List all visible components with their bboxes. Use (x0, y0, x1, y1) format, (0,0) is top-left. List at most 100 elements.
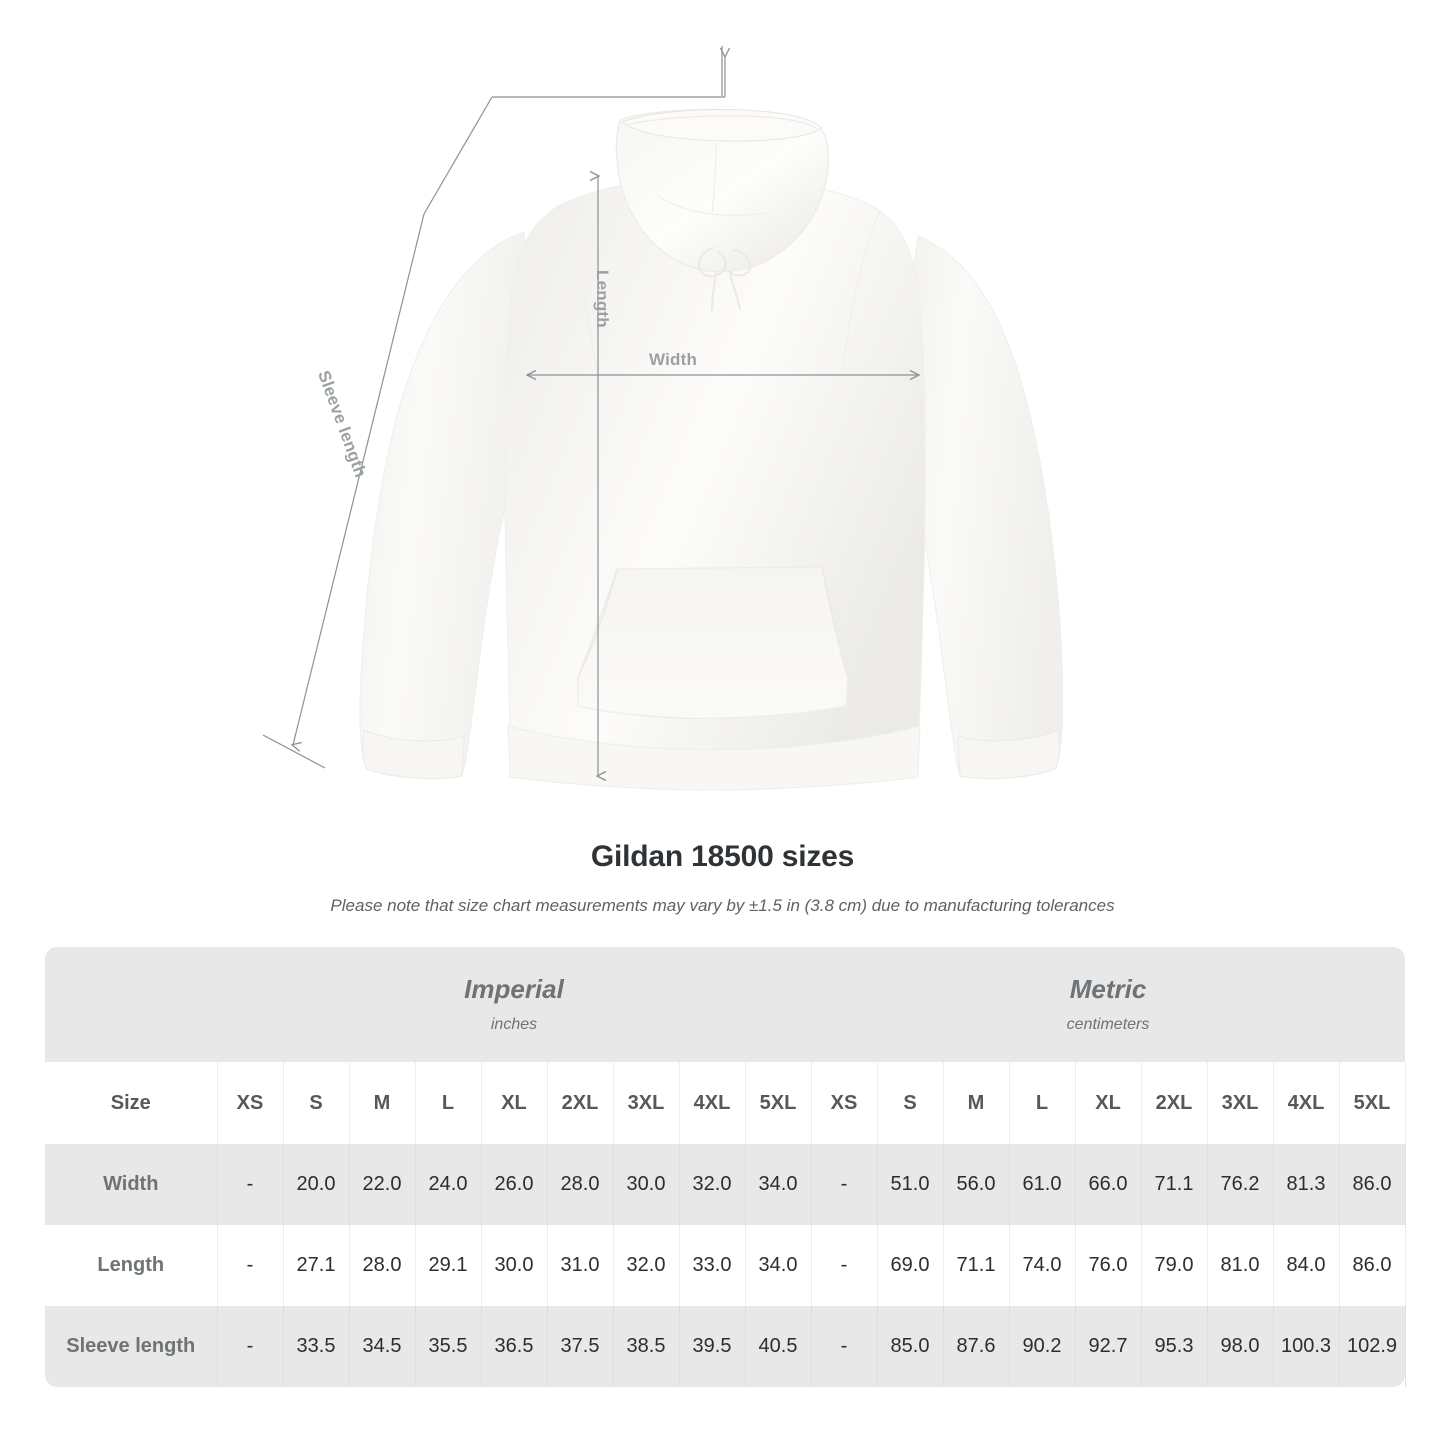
cell-sleeve-metric-l: 90.2 (1009, 1306, 1076, 1387)
page-title: Gildan 18500 sizes (590, 840, 855, 873)
unit-imperial-name: Imperial (464, 974, 564, 1005)
drawstring-tail-left (710, 270, 718, 312)
cell-width-metric-3xl: 76.2 (1207, 1144, 1274, 1225)
table-row: Length - 27.1 28.0 29.1 30.0 31.0 32.0 3… (45, 1225, 1406, 1306)
cell-sleeve-imperial-2xl: 37.5 (547, 1306, 614, 1387)
hoodie-illustration (262, 0, 1064, 791)
bottom-hem (507, 725, 921, 791)
size-header-imperial-s: S (283, 1062, 350, 1144)
cell-sleeve-metric-3xl: 98.0 (1207, 1306, 1274, 1387)
cell-length-imperial-l: 29.1 (415, 1225, 482, 1306)
unit-metric-name: Metric (1069, 974, 1147, 1005)
cell-width-imperial-3xl: 30.0 (613, 1144, 680, 1225)
cell-width-imperial-xl: 26.0 (481, 1144, 548, 1225)
cell-sleeve-imperial-l: 35.5 (415, 1306, 482, 1387)
cell-length-metric-s: 69.0 (877, 1225, 944, 1306)
cell-width-imperial-s: 20.0 (283, 1144, 350, 1225)
cell-width-imperial-m: 22.0 (349, 1144, 416, 1225)
sleeve-leader-top (492, 56, 725, 98)
cell-length-metric-xl: 76.0 (1075, 1225, 1142, 1306)
cell-length-imperial-4xl: 33.0 (679, 1225, 746, 1306)
cell-sleeve-metric-4xl: 100.3 (1273, 1306, 1340, 1387)
size-header-metric-2xl: 2XL (1141, 1062, 1208, 1144)
width-dimension-label: Width (649, 350, 698, 369)
size-chart-table-wrap: Imperial inches Metric centimeters Size … (45, 947, 1406, 1387)
size-header-imperial-l: L (415, 1062, 482, 1144)
unit-banner-spacer (45, 947, 217, 1062)
cell-length-metric-m: 71.1 (943, 1225, 1010, 1306)
cell-sleeve-imperial-xl: 36.5 (481, 1306, 548, 1387)
cell-width-imperial-xs: - (217, 1144, 284, 1225)
unit-imperial-cell: Imperial inches (217, 947, 812, 1062)
drawstring-left-loop (697, 246, 727, 278)
title-block: Gildan 18500 sizes Please note that size… (0, 840, 1445, 916)
unit-banner-row: Imperial inches Metric centimeters (45, 947, 1406, 1062)
cell-length-imperial-xs: - (217, 1225, 284, 1306)
cell-width-metric-l: 61.0 (1009, 1144, 1076, 1225)
cell-width-metric-2xl: 71.1 (1141, 1144, 1208, 1225)
row-label-sleeve-length: Sleeve length (45, 1306, 218, 1387)
cell-length-imperial-2xl: 31.0 (547, 1225, 614, 1306)
cell-sleeve-imperial-4xl: 39.5 (679, 1306, 746, 1387)
size-header-imperial-3xl: 3XL (613, 1062, 680, 1144)
left-cuff (362, 729, 465, 779)
drawstring-right-loop (728, 248, 752, 277)
cell-width-metric-s: 51.0 (877, 1144, 944, 1225)
size-header-label: Size (45, 1062, 218, 1144)
row-label-width: Width (45, 1144, 218, 1225)
table-row: Width - 20.0 22.0 24.0 26.0 28.0 30.0 32… (45, 1144, 1406, 1225)
hood-neck-seam (657, 195, 773, 217)
pocket-seam-right (821, 566, 849, 679)
cell-length-metric-4xl: 84.0 (1273, 1225, 1340, 1306)
row-label-length: Length (45, 1225, 218, 1306)
size-header-metric-4xl: 4XL (1273, 1062, 1340, 1144)
cell-length-imperial-s: 27.1 (283, 1225, 350, 1306)
sleeve-leader-diagonal (423, 96, 493, 215)
cell-sleeve-imperial-s: 33.5 (283, 1306, 350, 1387)
sleeve-end-tick-bottom (262, 734, 326, 769)
cell-length-imperial-m: 28.0 (349, 1225, 416, 1306)
size-header-imperial-xl: XL (481, 1062, 548, 1144)
cell-width-metric-5xl: 86.0 (1339, 1144, 1406, 1225)
drawstring-tail-right (728, 272, 742, 310)
cell-sleeve-metric-2xl: 95.3 (1141, 1306, 1208, 1387)
right-cuff (957, 729, 1060, 779)
table-row: Sleeve length - 33.5 34.5 35.5 36.5 37.5… (45, 1306, 1406, 1387)
size-header-row: Size XS S M L XL 2XL 3XL 4XL 5XL XS S M … (45, 1062, 1406, 1144)
unit-imperial-sub: inches (490, 1015, 538, 1033)
cell-sleeve-metric-xs: - (810, 1306, 878, 1387)
cell-width-metric-4xl: 81.3 (1273, 1144, 1340, 1225)
cell-length-metric-3xl: 81.0 (1207, 1225, 1274, 1306)
size-header-imperial-5xl: 5XL (745, 1062, 812, 1144)
size-header-metric-s: S (877, 1062, 944, 1144)
size-header-imperial-4xl: 4XL (679, 1062, 746, 1144)
unit-metric-cell: Metric centimeters (811, 947, 1406, 1062)
kangaroo-pocket (577, 566, 849, 720)
cell-sleeve-metric-xl: 92.7 (1075, 1306, 1142, 1387)
cell-length-metric-2xl: 79.0 (1141, 1225, 1208, 1306)
unit-metric-sub: centimeters (1066, 1015, 1150, 1033)
size-header-metric-l: L (1009, 1062, 1076, 1144)
cell-width-imperial-4xl: 32.0 (679, 1144, 746, 1225)
cell-width-metric-xl: 66.0 (1075, 1144, 1142, 1225)
size-chart-table: Imperial inches Metric centimeters Size … (45, 947, 1406, 1387)
cell-sleeve-imperial-m: 34.5 (349, 1306, 416, 1387)
size-header-metric-xl: XL (1075, 1062, 1142, 1144)
size-header-metric-xs: XS (810, 1062, 878, 1144)
hood-center-fold (711, 139, 717, 215)
cell-length-imperial-5xl: 34.0 (745, 1225, 812, 1306)
size-header-imperial-xs: XS (217, 1062, 284, 1144)
size-header-metric-5xl: 5XL (1339, 1062, 1406, 1144)
cell-width-metric-m: 56.0 (943, 1144, 1010, 1225)
cell-sleeve-imperial-xs: - (217, 1306, 284, 1387)
cell-length-metric-l: 74.0 (1009, 1225, 1076, 1306)
cell-width-imperial-l: 24.0 (415, 1144, 482, 1225)
size-header-imperial-m: M (349, 1062, 416, 1144)
cell-sleeve-imperial-3xl: 38.5 (613, 1306, 680, 1387)
cell-length-imperial-3xl: 32.0 (613, 1225, 680, 1306)
cell-width-metric-xs: - (810, 1144, 878, 1225)
garment-diagram: Width Length Sleeve length (262, 0, 1064, 791)
sleeve-length-arrow (293, 213, 425, 745)
cell-width-imperial-5xl: 34.0 (745, 1144, 812, 1225)
